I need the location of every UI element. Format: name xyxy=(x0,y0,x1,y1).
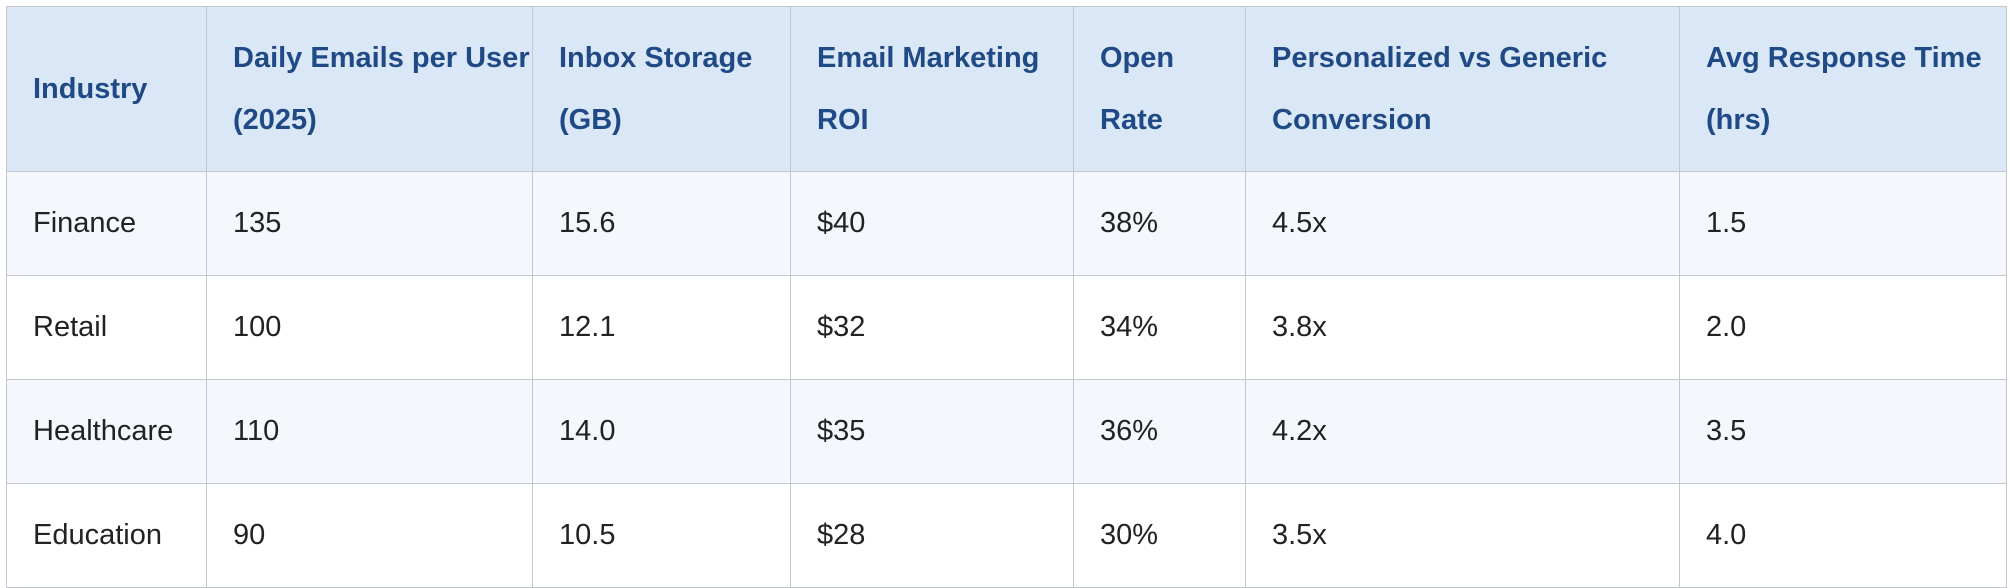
cell-daily-emails: 100 xyxy=(206,275,533,380)
cell-industry: Retail xyxy=(6,275,207,380)
industry-email-table: Industry Daily Emails per User (2025) In… xyxy=(6,6,2007,588)
cell-industry: Healthcare xyxy=(6,379,207,484)
cell-marketing-roi: $28 xyxy=(790,483,1074,588)
table-row: Healthcare 110 14.0 $35 36% 4.2x 3.5 xyxy=(6,379,2007,484)
header-conversion: Personalized vs Generic Conversion xyxy=(1245,6,1680,172)
cell-conversion: 4.2x xyxy=(1245,379,1680,484)
cell-conversion: 3.5x xyxy=(1245,483,1680,588)
cell-marketing-roi: $40 xyxy=(790,171,1074,276)
cell-marketing-roi: $32 xyxy=(790,275,1074,380)
cell-inbox-storage: 14.0 xyxy=(532,379,791,484)
cell-daily-emails: 110 xyxy=(206,379,533,484)
header-marketing-roi: Email Marketing ROI xyxy=(790,6,1074,172)
cell-industry: Education xyxy=(6,483,207,588)
header-row: Industry Daily Emails per User (2025) In… xyxy=(6,6,2007,172)
cell-open-rate: 38% xyxy=(1073,171,1246,276)
cell-inbox-storage: 15.6 xyxy=(532,171,791,276)
cell-conversion: 3.8x xyxy=(1245,275,1680,380)
table-row: Finance 135 15.6 $40 38% 4.5x 1.5 xyxy=(6,171,2007,276)
cell-conversion: 4.5x xyxy=(1245,171,1680,276)
table-body: Finance 135 15.6 $40 38% 4.5x 1.5 Retail… xyxy=(6,171,2007,588)
cell-open-rate: 34% xyxy=(1073,275,1246,380)
table-row: Education 90 10.5 $28 30% 3.5x 4.0 xyxy=(6,483,2007,588)
header-response-time: Avg Response Time (hrs) xyxy=(1679,6,2007,172)
cell-industry: Finance xyxy=(6,171,207,276)
cell-open-rate: 30% xyxy=(1073,483,1246,588)
cell-response-time: 2.0 xyxy=(1679,275,2007,380)
cell-response-time: 3.5 xyxy=(1679,379,2007,484)
cell-inbox-storage: 12.1 xyxy=(532,275,791,380)
header-open-rate: Open Rate xyxy=(1073,6,1246,172)
cell-response-time: 4.0 xyxy=(1679,483,2007,588)
cell-response-time: 1.5 xyxy=(1679,171,2007,276)
header-industry: Industry xyxy=(6,6,207,172)
cell-daily-emails: 90 xyxy=(206,483,533,588)
cell-daily-emails: 135 xyxy=(206,171,533,276)
table-header: Industry Daily Emails per User (2025) In… xyxy=(6,6,2007,172)
table-row: Retail 100 12.1 $32 34% 3.8x 2.0 xyxy=(6,275,2007,380)
header-daily-emails: Daily Emails per User (2025) xyxy=(206,6,533,172)
header-inbox-storage: Inbox Storage (GB) xyxy=(532,6,791,172)
cell-open-rate: 36% xyxy=(1073,379,1246,484)
cell-inbox-storage: 10.5 xyxy=(532,483,791,588)
cell-marketing-roi: $35 xyxy=(790,379,1074,484)
